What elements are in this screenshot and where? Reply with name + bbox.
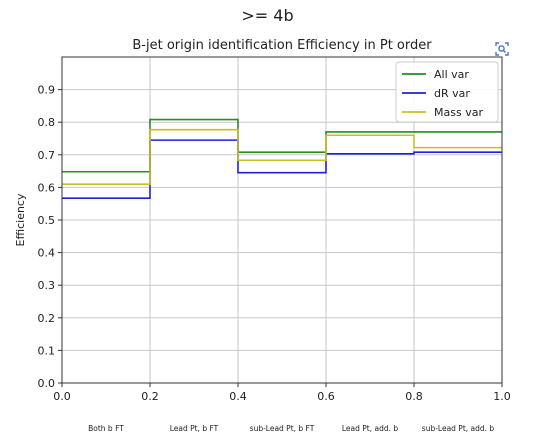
figure-suptitle: >= 4b: [241, 6, 294, 25]
series-line: [62, 118, 502, 173]
x-tick-label: 0.6: [317, 390, 335, 403]
y-tick-label: 0.8: [38, 116, 56, 129]
visual-search-icon[interactable]: [494, 41, 510, 57]
legend-label: Mass var: [434, 106, 483, 119]
x-tick-label: 0.0: [53, 390, 71, 403]
x-ticks: 0.0 0.2 0.4 0.6 0.8 1.0: [53, 383, 511, 403]
category-label: Lead Pt, add. b: [342, 424, 399, 433]
legend-box: [395, 61, 499, 123]
y-tick-label: 0.7: [38, 149, 56, 162]
y-tick-label: 0.6: [38, 181, 56, 194]
legend-label: All var: [434, 68, 469, 81]
y-tick-label: 0.9: [38, 84, 56, 97]
category-label: Lead Pt, b FT: [170, 424, 219, 433]
chart-title: B-jet origin identification Efficiency i…: [132, 38, 432, 53]
y-axis-label: Efficiency: [14, 193, 27, 246]
category-label: sub-Lead Pt, add. b: [422, 424, 495, 433]
category-label: Both b FT: [88, 424, 124, 433]
category-label: sub-Lead Pt, b FT: [250, 424, 315, 433]
y-tick-label: 0.2: [38, 312, 56, 325]
x-tick-label: 0.2: [141, 390, 159, 403]
series-line: [62, 139, 502, 199]
category-labels: Both b FT Lead Pt, b FT sub-Lead Pt, b FT L…: [88, 424, 494, 433]
series-lines: [62, 118, 502, 199]
series-line: [62, 128, 502, 185]
x-tick-label: 1.0: [493, 390, 511, 403]
y-ticks: 0.0 0.1 0.2 0.3 0.4 0.5 0.6 0.7 0.8 0.9: [38, 84, 62, 390]
x-tick-label: 0.4: [229, 390, 247, 403]
y-tick-label: 0.5: [38, 214, 56, 227]
y-tick-label: 0.3: [38, 279, 56, 292]
y-tick-label: 0.1: [38, 344, 56, 357]
legend-label: dR var: [434, 87, 470, 100]
y-tick-label: 0.4: [38, 247, 56, 260]
x-tick-label: 0.8: [405, 390, 423, 403]
legend: All var dR var Mass var: [395, 61, 499, 123]
y-tick-label: 0.0: [38, 377, 56, 390]
